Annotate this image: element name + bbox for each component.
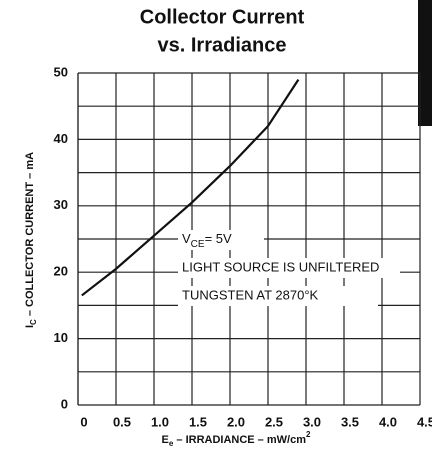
y-axis-label: IC – COLLECTOR CURRENT – mA bbox=[24, 152, 38, 328]
annotation: TUNGSTEN AT 2870°K bbox=[182, 287, 319, 302]
x-axis-label: Ee – IRRADIANCE – mW/cm2 bbox=[162, 430, 311, 448]
y-tick-label: 10 bbox=[54, 330, 68, 345]
x-tick-label: 1.0 bbox=[151, 414, 169, 429]
data-line bbox=[81, 79, 300, 297]
annotation-part: CE bbox=[191, 239, 205, 250]
x-tick-label: 3.5 bbox=[341, 414, 359, 429]
chart-title: vs. Irradiance bbox=[158, 34, 287, 56]
annotation-bg bbox=[178, 258, 400, 278]
x-tick-label: 1.5 bbox=[189, 414, 207, 429]
x-tick-label: 3.0 bbox=[303, 414, 321, 429]
y-tick-label: 40 bbox=[54, 131, 68, 146]
annotation-part: = 5V bbox=[205, 231, 232, 246]
page-tab bbox=[418, 0, 432, 126]
x-tick-label: 0 bbox=[80, 414, 87, 429]
y-tick-label: 0 bbox=[61, 396, 68, 411]
y-tick-label: 50 bbox=[54, 64, 68, 79]
annotation-part: V bbox=[182, 231, 191, 246]
y-tick-label: 20 bbox=[54, 264, 68, 279]
x-tick-label: 4.5 bbox=[417, 414, 432, 429]
annotation-bg bbox=[178, 286, 378, 306]
x-tick-label: 2.0 bbox=[227, 414, 245, 429]
x-tick-label: 2.5 bbox=[265, 414, 283, 429]
x-tick-label: 4.0 bbox=[379, 414, 397, 429]
annotation: VCE= 5V bbox=[182, 231, 232, 249]
annotation-bg bbox=[178, 230, 264, 250]
chart-title: Collector Current bbox=[140, 6, 305, 28]
annotation: LIGHT SOURCE IS UNFILTERED bbox=[182, 259, 379, 274]
y-tick-label: 30 bbox=[54, 197, 68, 212]
x-tick-label: 0.5 bbox=[113, 414, 131, 429]
